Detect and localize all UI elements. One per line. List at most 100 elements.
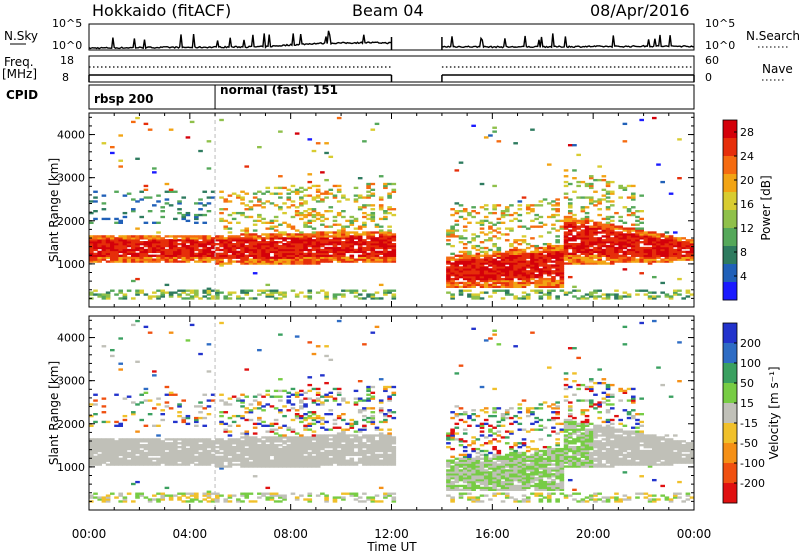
power-cell [324,293,329,296]
power-cell [593,262,598,265]
power-cell [643,293,649,296]
velocity-cell [265,436,271,439]
velocity-cell [383,445,388,449]
power-cell [261,252,266,256]
velocity-cell [273,444,279,447]
power-cell [261,192,266,195]
velocity-cell [320,438,325,441]
power-cell [299,258,304,261]
velocity-cell [479,434,485,437]
power-cell [357,246,363,250]
power-cell [168,190,174,193]
power-cell [567,254,573,257]
velocity-cell [462,420,468,424]
power-cell [370,246,376,250]
velocity-cell [223,403,229,406]
velocity-cell [156,397,161,400]
velocity-cell [114,457,119,460]
velocity-cell [269,494,275,497]
power-cell [118,256,124,259]
power-cell [513,274,518,277]
power-cell [177,208,182,211]
power-cell [336,252,342,256]
power-cell [534,274,539,277]
velocity-cell [147,447,153,451]
power-cell [177,256,182,259]
power-cell [273,262,279,265]
velocity-cell [311,436,317,439]
power-cell [538,221,544,224]
power-cell [341,246,346,250]
power-cell [126,248,132,252]
velocity-cell [458,473,464,476]
velocity-cell [290,449,296,453]
power-cell [114,237,119,240]
power-cell [509,244,514,248]
velocity-cell [152,494,157,497]
power-cell [500,272,506,275]
power-cell [324,233,329,236]
velocity-cell [467,477,472,480]
power-cell [181,291,187,294]
power-cell [219,248,224,252]
power-cell [219,256,224,259]
power-cell [458,258,464,261]
power-cell [273,192,279,195]
power-cell [194,260,199,263]
velocity-cell [341,455,346,459]
velocity-cell [236,424,241,427]
power-cell [177,202,182,205]
power-cell [139,254,145,257]
velocity-cell [206,500,212,503]
velocity-cell [475,461,481,464]
velocity-cell [353,389,359,393]
power-cell [593,254,598,257]
velocity-cell [462,488,468,491]
velocity-cell [336,434,342,437]
velocity-cell [290,492,296,495]
power-cell [210,237,216,240]
power-cell [349,231,355,234]
power-cell [168,188,174,191]
velocity-cell [244,440,250,443]
velocity-cell [391,385,397,389]
power-cell [635,223,640,226]
power-cell [458,161,464,164]
velocity-cell [362,418,367,422]
power-cell [630,229,636,232]
power-cell [391,258,397,261]
velocity-cell [248,447,254,451]
velocity-cell [248,445,254,449]
power-cell [227,254,233,257]
power-cell [353,237,359,240]
velocity-cell [110,354,115,358]
power-cell [555,219,560,223]
power-cell [139,190,145,193]
power-cell [546,289,552,292]
power-cell [252,237,258,240]
power-cell [311,233,317,236]
power-cell [546,274,552,277]
power-cell [290,262,296,265]
power-cell [630,260,636,263]
power-cell [244,244,250,248]
power-cell [483,233,489,236]
velocity-cell [236,500,241,503]
power-cell [118,165,124,168]
power-cell [664,231,670,234]
power-cell [622,241,628,244]
velocity-cell [185,455,191,459]
power-cell [471,272,476,275]
power-cell [488,254,493,257]
velocity-cell [265,451,271,455]
power-cell [231,211,237,215]
power-cell [567,291,573,294]
velocity-cell [290,428,296,431]
power-cell [299,252,304,256]
power-cell [147,256,153,259]
power-cell [626,250,632,254]
power-cell [122,293,128,296]
power-cell [584,225,590,228]
power-cell [530,270,535,273]
power-cell [563,184,569,188]
